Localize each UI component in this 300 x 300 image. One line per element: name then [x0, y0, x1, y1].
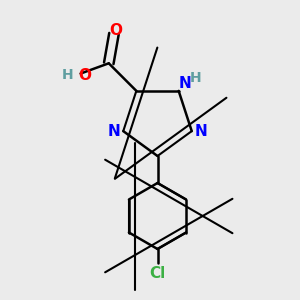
Text: O: O [109, 23, 122, 38]
Text: O: O [79, 68, 92, 82]
Text: N: N [108, 124, 121, 139]
Text: N: N [178, 76, 191, 91]
Text: Cl: Cl [149, 266, 166, 281]
Text: N: N [194, 124, 207, 139]
Text: H: H [61, 68, 73, 82]
Text: H: H [189, 71, 201, 85]
